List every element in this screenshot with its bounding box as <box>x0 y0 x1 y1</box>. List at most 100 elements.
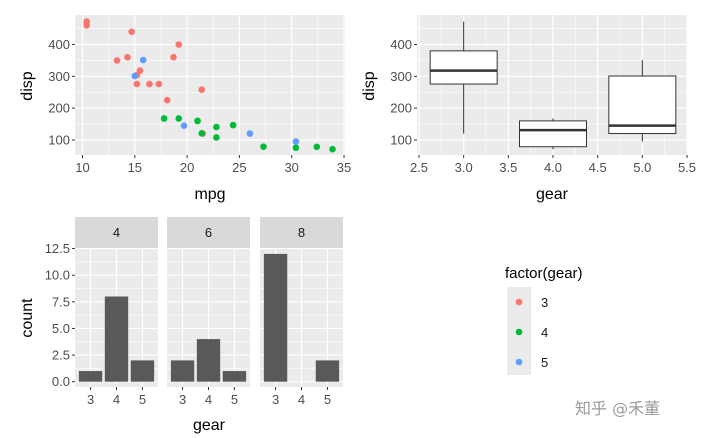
bar <box>222 371 247 382</box>
scatter-point <box>194 117 201 125</box>
x-tick-label: 4.5 <box>589 160 607 175</box>
facet-strip <box>260 217 343 248</box>
x-tick-label: 4 <box>298 392 305 407</box>
box <box>519 120 587 148</box>
scatter-point <box>175 115 183 122</box>
scatter-point <box>139 56 147 64</box>
x-tick-label: 30 <box>284 160 298 175</box>
legend-key-5 <box>515 358 523 366</box>
x-tick-label: 10 <box>75 160 89 175</box>
x-tick-label: 3.5 <box>499 160 517 175</box>
box <box>608 75 677 135</box>
scatter-x-label: mpg <box>194 186 225 203</box>
x-tick-label: 5 <box>231 392 238 407</box>
x-tick-label: 20 <box>180 160 194 175</box>
y-tick-label: 10.0 <box>45 268 70 283</box>
scatter-point <box>180 122 188 129</box>
bar <box>78 371 103 382</box>
scatter-point <box>160 115 168 122</box>
scatter-point <box>229 121 237 129</box>
x-tick-label: 3 <box>179 392 186 407</box>
y-tick-label: 200 <box>390 101 412 116</box>
bar-x-label: gear <box>193 417 226 434</box>
facet-6: 6 3 4 5 <box>167 217 250 407</box>
facet-strip <box>75 217 158 248</box>
legend-key-4 <box>515 328 523 336</box>
scatter-point <box>292 144 300 152</box>
box <box>429 50 498 85</box>
boxplot-x-label: gear <box>536 186 569 203</box>
bar <box>130 360 155 382</box>
scatter-point <box>124 53 131 61</box>
scatter-point <box>133 80 141 88</box>
legend-label: 4 <box>541 325 548 340</box>
y-tick-label: 300 <box>48 69 70 84</box>
bar <box>104 296 129 382</box>
x-tick-label: 5 <box>139 392 146 407</box>
legend-title: factor(gear) <box>505 265 583 282</box>
scatter-point <box>260 143 267 150</box>
boxplot-panel: 100 200 300 400 2.5 3.0 3.5 4.0 4.5 5.0 5.5 <box>390 15 696 175</box>
facet-4: 4 3 4 5 <box>75 217 158 407</box>
bar <box>263 253 288 382</box>
x-tick-label: 3 <box>87 392 94 407</box>
y-tick-label: 100 <box>390 133 412 148</box>
x-tick-label: 2.5 <box>410 160 428 175</box>
scatter-point <box>113 57 121 64</box>
y-tick-label: 100 <box>48 133 70 148</box>
x-tick-label: 4 <box>205 392 212 407</box>
y-tick-label: 7.5 <box>52 294 70 309</box>
scatter-point <box>170 53 177 61</box>
watermark: 知乎 @禾董 <box>575 399 660 418</box>
scatter-y-label: disp <box>19 71 36 100</box>
y-tick-label: 12.5 <box>45 241 70 256</box>
scatter-point <box>213 134 220 141</box>
scatter-point <box>155 80 163 88</box>
scatter-point <box>146 80 153 88</box>
scatter-point <box>329 145 336 153</box>
panel-background <box>75 15 345 155</box>
x-tick-label: 15 <box>128 160 142 175</box>
legend-label: 5 <box>541 355 548 370</box>
scatter-point <box>128 28 135 36</box>
scatter-point <box>213 123 220 131</box>
boxplot-y-label: disp <box>361 71 378 100</box>
facet-strip-label: 8 <box>298 225 305 240</box>
y-tick-label: 0.0 <box>52 374 70 389</box>
faceted-bar-panel: 4 3 4 5 6 3 4 5 8 3 4 5 0.0 2.5 5.0 7.5 10.0 12.5 <box>45 217 343 407</box>
x-tick-label: 5.5 <box>678 160 696 175</box>
facet-strip <box>167 217 250 248</box>
legend-label: 3 <box>541 295 548 310</box>
legend: factor(gear) 3 4 5 <box>505 265 583 375</box>
x-tick-label: 4.0 <box>544 160 562 175</box>
x-tick-label: 25 <box>232 160 246 175</box>
x-tick-label: 5.0 <box>633 160 651 175</box>
y-tick-label: 400 <box>390 37 412 52</box>
scatter-point <box>313 143 321 151</box>
x-tick-label: 5 <box>324 392 331 407</box>
y-tick-label: 200 <box>48 101 70 116</box>
bar-y-label: count <box>19 298 36 338</box>
bar <box>196 339 221 382</box>
scatter-point <box>292 138 300 145</box>
facet-8: 8 3 4 5 <box>260 217 343 407</box>
scatter-point <box>131 72 139 80</box>
x-tick-label: 35 <box>337 160 351 175</box>
y-tick-label: 2.5 <box>52 348 70 363</box>
scatter-panel: 100 200 300 400 10 15 20 25 30 35 <box>48 15 351 175</box>
x-tick-label: 3.0 <box>455 160 473 175</box>
scatter-point <box>246 130 254 137</box>
bar <box>315 360 340 382</box>
scatter-point <box>175 41 183 48</box>
y-tick-label: 400 <box>48 37 70 52</box>
x-tick-label: 3 <box>272 392 279 407</box>
facet-strip-label: 6 <box>205 225 212 240</box>
y-tick-label: 300 <box>390 69 412 84</box>
scatter-point <box>83 22 90 29</box>
y-tick-label: 5.0 <box>52 321 70 336</box>
facet-strip-label: 4 <box>113 225 120 240</box>
scatter-point <box>198 86 206 94</box>
scatter-point <box>198 130 206 137</box>
x-tick-label: 4 <box>113 392 120 407</box>
